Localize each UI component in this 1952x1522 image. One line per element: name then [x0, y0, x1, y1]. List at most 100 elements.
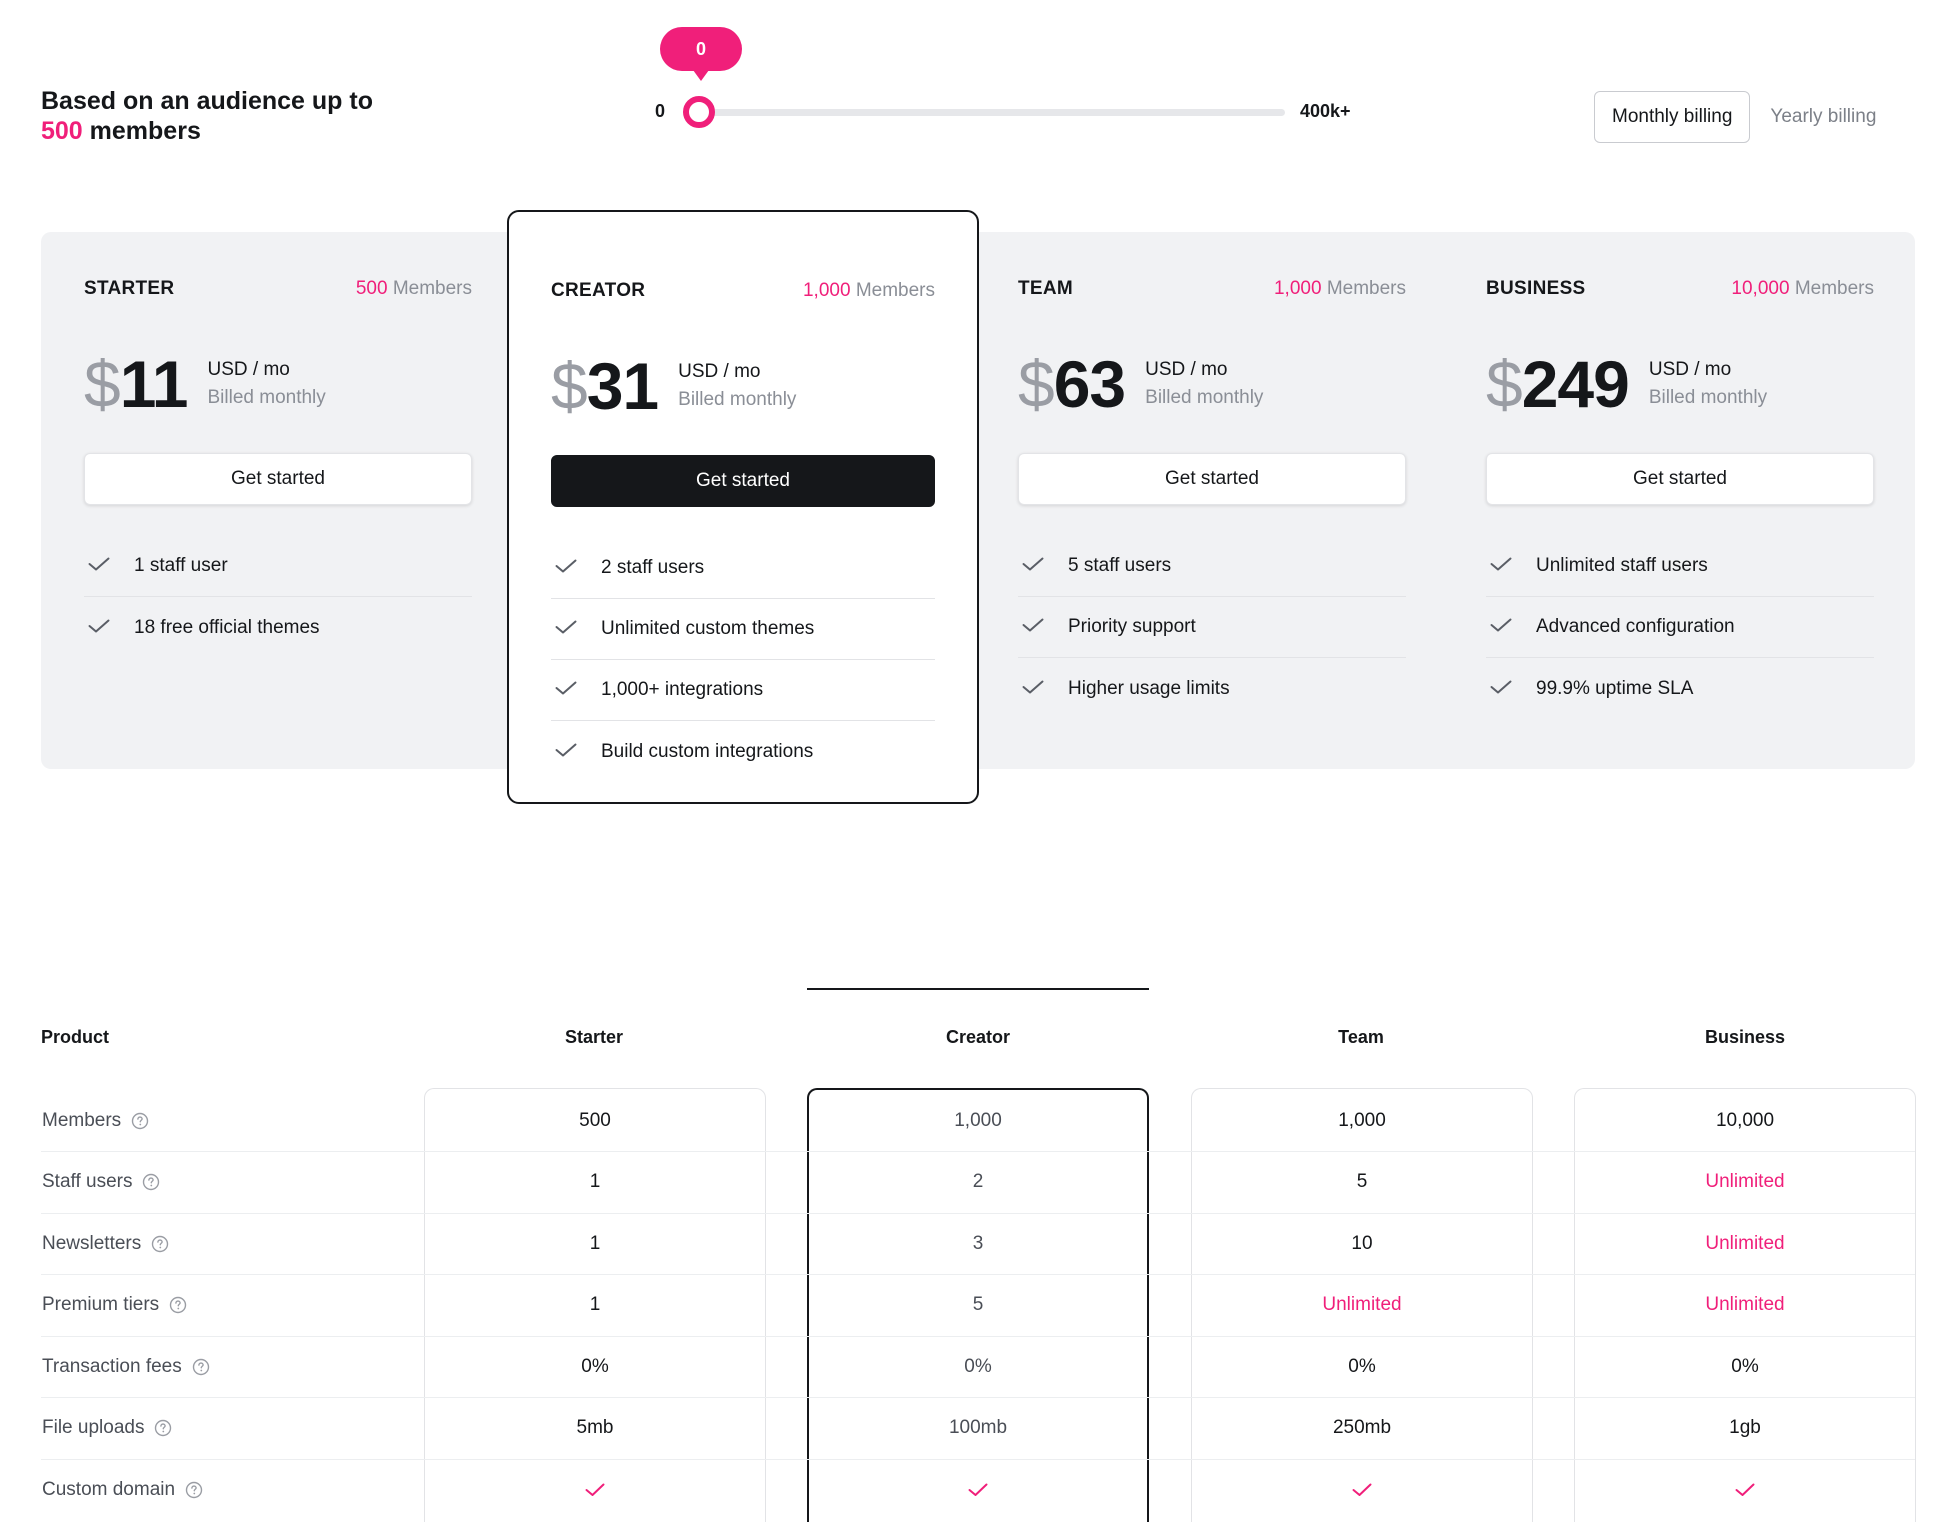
plan-feature: Higher usage limits	[1018, 658, 1406, 719]
plan-feature-list: 1 staff user 18 free official themes	[84, 536, 472, 658]
plan-members-label: Members	[855, 280, 935, 301]
table-row-label: Custom domain	[42, 1459, 203, 1520]
table-cell: 0%	[1348, 1355, 1376, 1377]
table-header-business: Business	[1704, 1027, 1786, 1047]
table-cell: 3	[972, 1232, 984, 1254]
audience-count: 500	[41, 117, 83, 145]
table-cell: 1	[589, 1294, 601, 1315]
check-icon	[551, 557, 601, 579]
row-divider	[41, 1274, 1915, 1275]
table-cell: 5	[1356, 1171, 1368, 1192]
row-label-text: Custom domain	[42, 1478, 176, 1500]
plan-feature-list: 2 staff users Unlimited custom themes 1,…	[551, 538, 935, 782]
table-cell: 10,000	[1715, 1109, 1775, 1131]
plan-feature: 2 staff users	[551, 538, 935, 599]
audience-suffix: members	[89, 117, 201, 145]
price-currency: $	[84, 347, 121, 421]
plan-feature: 5 staff users	[1018, 536, 1406, 597]
plan-feature-label: 99.9% uptime SLA	[1536, 677, 1694, 699]
plan-feature: Priority support	[1018, 597, 1406, 658]
help-icon[interactable]	[121, 1112, 149, 1130]
plan-members: 500 Members	[356, 278, 472, 300]
price-amount: $31	[551, 350, 659, 422]
audience-slider[interactable]: 0 0 400k+	[650, 24, 1370, 134]
row-divider	[41, 1151, 1915, 1152]
price-value: 249	[1521, 347, 1630, 421]
slider-value-bubble: 0	[660, 27, 742, 81]
row-label-text: Premium tiers	[42, 1294, 160, 1315]
table-header-product: Product	[41, 1027, 110, 1047]
table-cell: 5	[972, 1294, 984, 1315]
table-cell: 1,000	[1338, 1109, 1386, 1131]
table-row-label: Staff users	[42, 1152, 160, 1213]
plan-members-label: Members	[1794, 278, 1874, 299]
check-icon	[551, 741, 601, 763]
plan-feature-label: 5 staff users	[1068, 555, 1172, 576]
plan-feature: 18 free official themes	[84, 597, 472, 658]
plan-members-count: 1,000	[802, 280, 851, 301]
yearly-billing-button[interactable]: Yearly billing	[1770, 106, 1877, 127]
table-row-label: File uploads	[42, 1398, 172, 1459]
plan-feature: Advanced configuration	[1486, 597, 1874, 658]
get-started-button[interactable]: Get started	[1018, 453, 1406, 505]
get-started-button[interactable]: Get started	[551, 455, 935, 507]
help-icon[interactable]	[159, 1296, 187, 1314]
check-icon	[1574, 1459, 1916, 1520]
plan-feature: Unlimited custom themes	[551, 599, 935, 660]
price-amount: $11	[84, 348, 188, 420]
price-billing-note: Billed monthly	[1648, 387, 1768, 408]
table-column-creator	[807, 1088, 1149, 1522]
check-icon	[424, 1459, 766, 1520]
help-icon[interactable]	[132, 1173, 160, 1191]
help-icon[interactable]	[144, 1419, 172, 1437]
row-divider	[41, 1397, 1915, 1398]
price-billing-note: Billed monthly	[678, 389, 797, 410]
get-started-button[interactable]: Get started	[1486, 453, 1874, 505]
price-amount: $249	[1486, 347, 1630, 421]
plan-members: 1,000 Members	[1274, 278, 1406, 300]
table-cell: 1,000	[954, 1109, 1002, 1131]
monthly-billing-button[interactable]: Monthly billing	[1594, 91, 1751, 143]
plan-card-business: BUSINESS 10,000 Members $249 USD / mo Bi…	[1444, 232, 1916, 769]
table-header-starter: Starter	[564, 1027, 624, 1047]
check-icon	[807, 1459, 1149, 1520]
check-icon	[1191, 1459, 1533, 1520]
plan-feature-label: Higher usage limits	[1068, 677, 1230, 699]
table-cell: Unlimited	[1705, 1171, 1785, 1192]
price-billing-note: Billed monthly	[207, 387, 326, 408]
help-icon[interactable]	[175, 1481, 203, 1499]
table-cell: 0%	[1731, 1355, 1759, 1377]
plan-members-count: 10,000	[1731, 278, 1790, 299]
table-row-label: Newsletters	[42, 1213, 169, 1274]
table-column-business	[1574, 1088, 1916, 1522]
plan-feature-label: 1,000+ integrations	[601, 679, 764, 700]
table-cell: Unlimited	[1322, 1294, 1402, 1315]
help-icon[interactable]	[141, 1235, 169, 1253]
plan-feature-label: Unlimited custom themes	[601, 618, 815, 639]
row-label-text: Newsletters	[42, 1232, 142, 1254]
row-label-text: Transaction fees	[42, 1355, 182, 1377]
slider-track[interactable]	[700, 109, 1285, 116]
plan-feature: 1 staff user	[84, 536, 472, 597]
table-header-creator: Creator	[945, 1027, 1011, 1047]
plan-members: 10,000 Members	[1731, 278, 1874, 300]
table-column-team	[1191, 1088, 1533, 1522]
row-label-text: Members	[42, 1109, 122, 1131]
price-unit: USD / mo	[678, 361, 761, 382]
slider-max-label: 400k+	[1300, 101, 1351, 121]
table-cell: 1	[589, 1171, 601, 1192]
plan-name: BUSINESS	[1486, 278, 1586, 299]
plan-feature-label: Unlimited staff users	[1536, 555, 1708, 576]
plan-feature-label: Priority support	[1068, 616, 1196, 637]
plan-price: $63 USD / mo Billed monthly	[1018, 348, 1406, 420]
help-icon[interactable]	[182, 1358, 210, 1376]
audience-count-line: 500 members	[41, 116, 373, 146]
check-icon	[1018, 555, 1068, 577]
check-icon	[1018, 678, 1068, 700]
get-started-button[interactable]: Get started	[84, 453, 472, 505]
price-currency: $	[1486, 347, 1523, 421]
plan-card-starter: STARTER 500 Members $11 USD / mo Billed …	[42, 232, 514, 769]
slider-handle[interactable]	[683, 96, 715, 128]
check-icon	[1486, 678, 1536, 700]
plan-feature: 1,000+ integrations	[551, 660, 935, 721]
